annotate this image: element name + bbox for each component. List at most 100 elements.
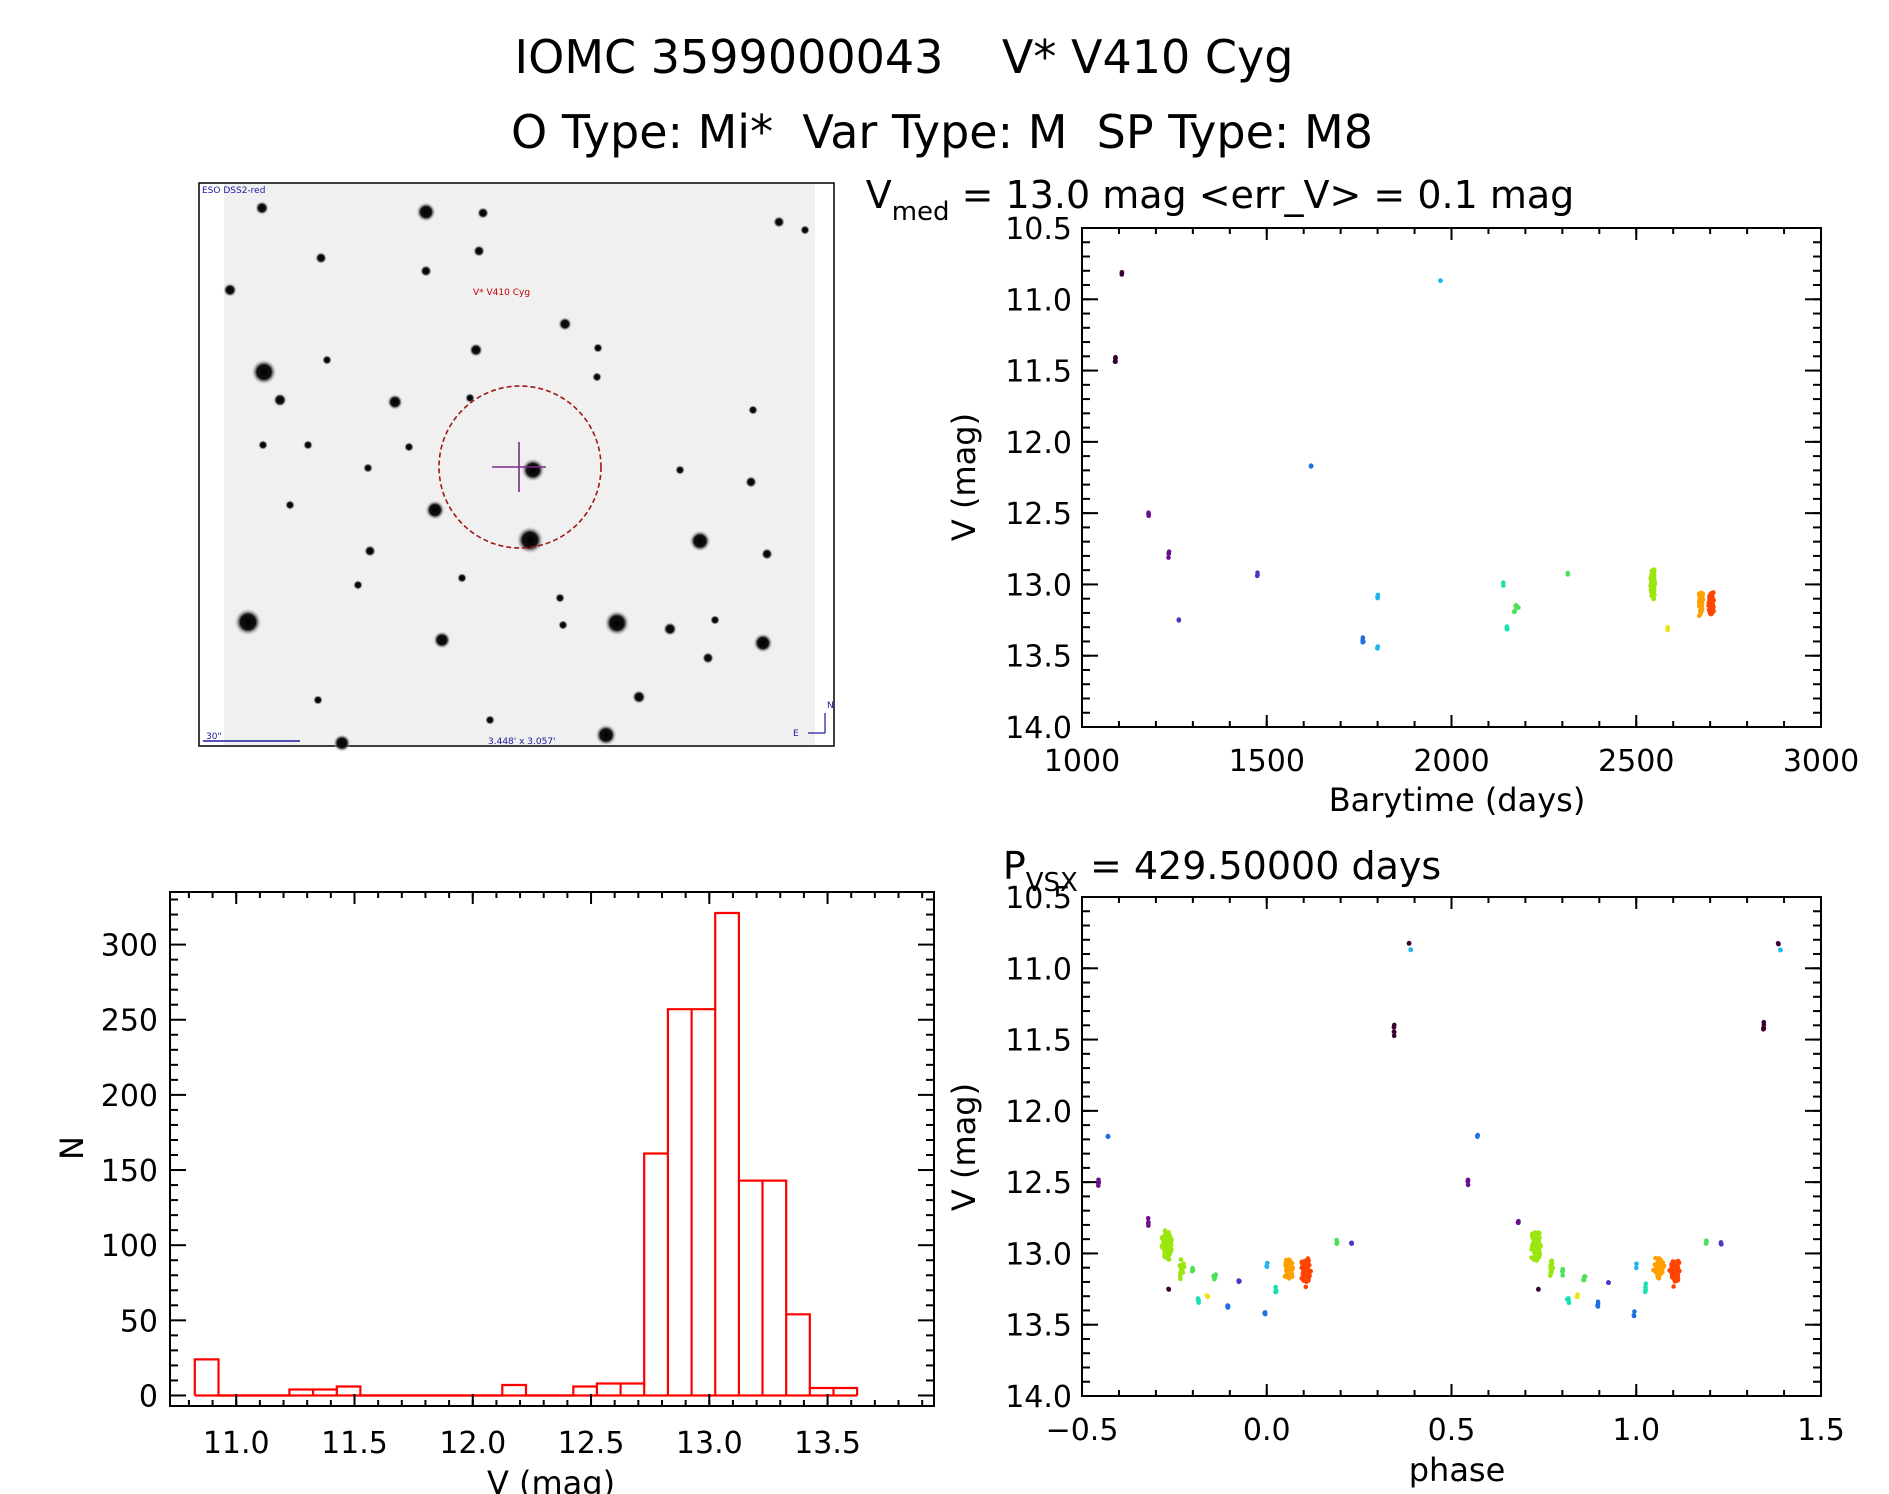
data-point [1179,1265,1185,1270]
histogram-xtick-label: 12.5 [558,1426,625,1461]
data-point [1176,618,1182,623]
data-point [1698,611,1703,617]
compass-east-label: E [793,729,799,739]
star [710,615,720,625]
lightcurve-ytick-label: 14.0 [1005,711,1072,746]
histogram-bar [502,1385,526,1396]
histogram-ytick-label: 250 [101,1004,158,1039]
phased-xtick-label: 1.5 [1797,1413,1845,1448]
data-point [1560,1268,1566,1274]
scale-label: 30" [206,732,222,742]
star [748,405,758,415]
data-point [1632,1309,1637,1314]
data-point [1145,1216,1151,1221]
star [353,580,363,590]
data-point [1657,1268,1663,1273]
data-point [1536,1287,1541,1292]
lightcurve-xtick-label: 2500 [1598,744,1674,779]
data-point [1703,1241,1709,1246]
star [223,283,237,297]
phased-xtick-label: 1.0 [1612,1413,1660,1448]
data-point [1564,1297,1570,1302]
star [251,359,277,385]
data-point [1165,1253,1170,1258]
phased-ytick-label: 11.5 [1005,1024,1072,1059]
lightcurve-xtick-label: 3000 [1783,744,1859,779]
data-point [1513,603,1518,609]
star [333,734,351,752]
data-point [1349,1241,1354,1246]
data-point [1265,1260,1270,1266]
data-point [1535,1233,1540,1239]
histogram-ytick-label: 0 [139,1379,158,1414]
star [255,201,269,215]
data-point [1273,1284,1278,1290]
data-point [1566,1300,1572,1306]
data-point [1205,1294,1211,1299]
histogram-xlabel: V (mag) [487,1464,615,1494]
data-point [1180,1270,1186,1275]
data-point [1655,1260,1661,1266]
star [364,545,376,557]
data-point [1595,1304,1601,1309]
histogram-xtick-label: 13.0 [676,1426,743,1461]
star [702,652,714,664]
histogram-panel: 11.0 11.5 12.0 12.5 13.0 13.5 0 50 100 150 200 250 3… [53,891,935,1494]
phased-xlabel: phase [1409,1451,1506,1489]
data-point [1534,1246,1539,1252]
histogram-ytick-label: 50 [120,1304,158,1339]
histogram-ytick-label: 150 [101,1154,158,1189]
data-point [1391,1024,1397,1030]
phased-xtick-label: −0.5 [1046,1413,1119,1448]
finder-image-panel: ESO DSS2-red V* V410 Cyg 30" 3.448' x 3.… [198,182,835,752]
lightcurve-xtick-label: 2000 [1413,744,1489,779]
data-point [1669,1262,1675,1267]
data-point [1515,1220,1521,1226]
star [303,440,313,450]
data-point [1655,1273,1660,1279]
star [800,225,810,235]
compass-north-label: N [827,701,834,711]
data-point [1776,941,1781,946]
data-point [1671,1284,1676,1289]
data-point [1533,1257,1539,1262]
star [632,690,646,704]
histogram-bar [834,1388,858,1396]
data-point [1096,1180,1102,1185]
data-point [1287,1265,1292,1270]
data-point [1168,1248,1173,1253]
star [433,631,451,649]
data-point [1273,1288,1279,1293]
lightcurve-frame [1081,227,1822,728]
data-point [1284,1257,1289,1263]
histogram-ytick-label: 100 [101,1229,158,1264]
phased-xtick-label: 0.5 [1428,1413,1476,1448]
phased-ytick-label: 13.0 [1005,1237,1072,1272]
data-point [1166,1257,1172,1262]
lightcurve-ytick-label: 11.5 [1005,355,1072,390]
lightcurve-panel: Vmed = 13.0 mag <err_V> = 0.1 mag 1000 15… [866,173,1859,819]
star [592,372,602,382]
data-point [1582,1274,1587,1280]
data-point [1162,1238,1168,1243]
phased-ylabel: V (mag) [945,1083,983,1211]
data-point [1548,1267,1554,1272]
histogram-bar [763,1181,787,1396]
phased-ytick-label: 12.5 [1005,1166,1072,1201]
data-point [1501,580,1506,585]
histogram-xtick-label: 11.0 [203,1426,270,1461]
histogram-xtick-label: 13.5 [794,1426,861,1461]
star [593,343,603,353]
lightcurve-ytick-label: 13.0 [1005,568,1072,603]
data-point [1643,1281,1649,1286]
star [761,548,773,560]
star [313,695,323,705]
star [273,393,287,407]
data-point [1212,1276,1217,1282]
histogram-ytick-label: 300 [101,929,158,964]
star [558,317,572,331]
star [363,463,373,473]
star [387,394,403,410]
phased-ytick-label: 14.0 [1005,1380,1072,1415]
